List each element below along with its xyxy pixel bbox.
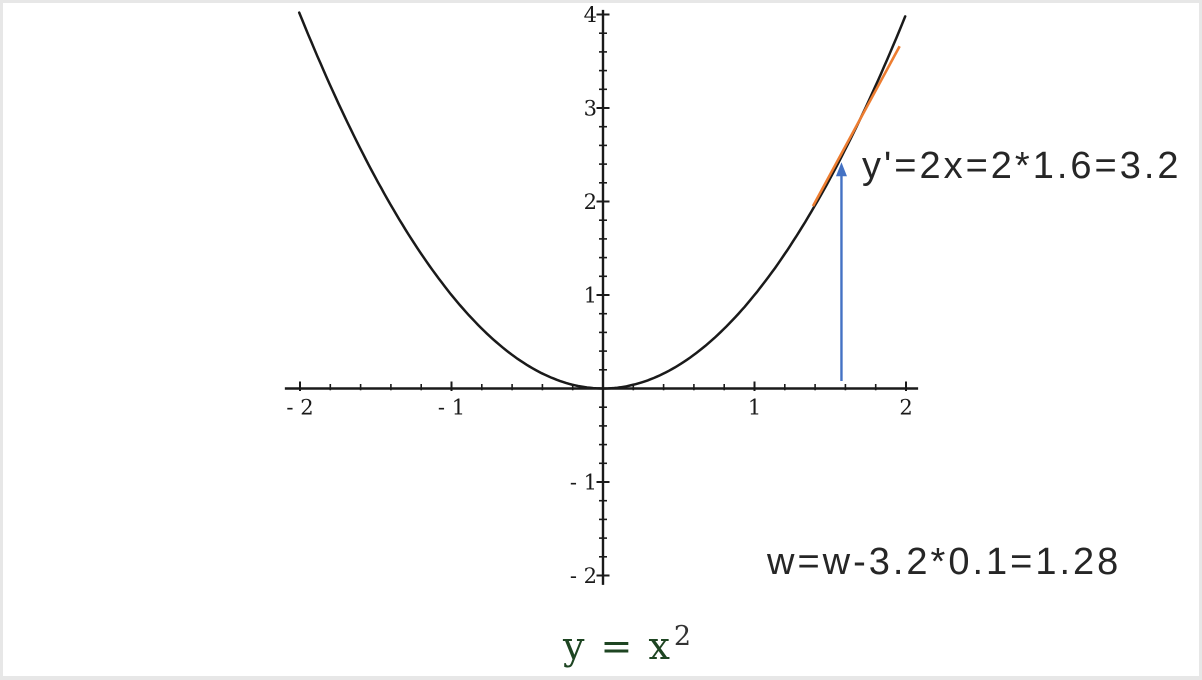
parabola-curve — [297, 11, 907, 390]
y-tick-label: 4 — [584, 3, 597, 27]
y-tick-label: - 1 — [570, 471, 597, 495]
y-tick-label: 1 — [584, 284, 597, 308]
weight-update-annotation: w=w-3.2*0.1=1.28 — [767, 541, 1122, 583]
tangent-line — [811, 45, 901, 207]
formula-base: y = x — [563, 624, 672, 668]
x-tick-label: 2 — [899, 396, 912, 420]
formula-exponent: 2 — [673, 621, 692, 653]
plot-canvas: - 2 - 1 1 2 4 3 2 1 - 1 - 2 y'=2x=2*1.6=3.2 w=w-3… — [3, 3, 1199, 676]
y-tick-label: 2 — [584, 190, 597, 214]
x-tick-label: - 1 — [438, 396, 465, 420]
derivative-annotation: y'=2x=2*1.6=3.2 — [862, 145, 1182, 187]
y-tick-label: - 2 — [570, 564, 597, 588]
y-tick-label: 3 — [584, 97, 597, 121]
function-formula: y = x2 — [563, 621, 692, 668]
arrow-head-icon — [835, 162, 847, 177]
x-tick-label: 1 — [748, 396, 761, 420]
x-tick-label: - 2 — [286, 396, 313, 420]
